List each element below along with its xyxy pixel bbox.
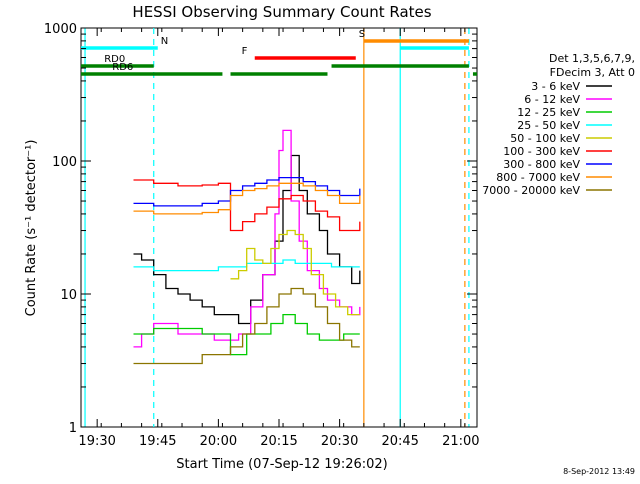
legend-label-6-12-kev: 6 - 12 keV xyxy=(524,93,580,106)
flag-rd0-label: RD0 xyxy=(104,54,125,65)
x-tick-label: 20:45 xyxy=(381,434,418,449)
legend-label-50-100-kev: 50 - 100 keV xyxy=(510,132,580,145)
chart-title: HESSI Observing Summary Count Rates xyxy=(132,3,431,21)
legend-label-3-6-kev: 3 - 6 keV xyxy=(531,80,580,93)
legend-header-line-2: FDecim 3, Att 0 xyxy=(550,66,635,79)
series-300-800-kev-line xyxy=(133,176,361,207)
x-tick-label: 20:15 xyxy=(260,434,297,449)
footer-timestamp: 8-Sep-2012 13:49 xyxy=(563,467,635,476)
legend-label-800-7000-kev: 800 - 7000 keV xyxy=(496,171,580,184)
legend-header-line-1: Det 1,3,5,6,7,9, xyxy=(549,52,635,65)
series-12-25-kev-line xyxy=(133,313,360,356)
x-tick-label: 20:30 xyxy=(321,434,358,449)
x-axis-label: Start Time (07-Sep-12 19:26:02) xyxy=(176,457,387,472)
y-axis-label: Count Rate (s⁻¹ detector⁻¹) xyxy=(24,140,39,317)
y-tick-label: 1000 xyxy=(44,22,77,37)
y-tick-label: 100 xyxy=(52,155,77,170)
series-100-300-kev-line xyxy=(133,179,361,232)
plot-area xyxy=(80,27,478,428)
x-tick-label: 21:00 xyxy=(442,434,479,449)
legend-label-25-50-kev: 25 - 50 keV xyxy=(517,119,580,132)
series-50-100-kev-line xyxy=(230,229,360,316)
legend-label-300-800-kev: 300 - 800 keV xyxy=(503,158,580,171)
legend-label-12-25-kev: 12 - 25 keV xyxy=(517,106,580,119)
legend-label-7000-20000-kev: 7000 - 20000 keV xyxy=(482,184,580,197)
legend-label-100-300-kev: 100 - 300 keV xyxy=(503,145,580,158)
series-3-6-kev-line xyxy=(133,154,361,325)
x-tick-label: 19:45 xyxy=(139,434,176,449)
series-7000-20000-kev-line xyxy=(133,287,360,365)
x-tick-label: 19:30 xyxy=(78,434,115,449)
series-6-12-kev-line xyxy=(133,129,361,348)
flag-f-label: F xyxy=(242,46,248,57)
series-800-7000-kev-line xyxy=(133,182,361,215)
flag-rd6-label: RD6 xyxy=(112,62,133,73)
flag-n-label: N xyxy=(161,36,168,47)
y-tick-label: 10 xyxy=(60,288,77,303)
legend: Det 1,3,5,6,7,9, FDecim 3, Att 0 3 - 6 k… xyxy=(482,52,635,197)
y-tick-label: 1 xyxy=(69,421,77,436)
flag-s-label: S xyxy=(359,29,365,40)
x-tick-label: 20:00 xyxy=(200,434,237,449)
